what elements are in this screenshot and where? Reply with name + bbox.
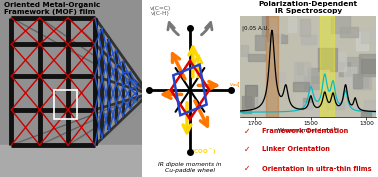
Bar: [294, 62, 310, 83]
Bar: [361, 112, 371, 120]
Text: ✓: ✓: [244, 127, 250, 136]
Bar: [288, 17, 296, 32]
Text: Linker Orientation: Linker Orientation: [262, 146, 330, 152]
Bar: [267, 72, 285, 81]
Bar: [340, 27, 358, 37]
Text: $v_{s}$(COO$^-$): $v_{s}$(COO$^-$): [186, 147, 216, 156]
Bar: [361, 59, 376, 73]
Bar: [54, 90, 76, 119]
Bar: [359, 54, 376, 76]
Bar: [267, 34, 283, 41]
Text: Polarization-Dependent
IR Spectroscopy: Polarization-Dependent IR Spectroscopy: [259, 1, 358, 14]
Bar: [353, 74, 362, 88]
Bar: [338, 52, 346, 71]
Bar: [266, 16, 278, 117]
Bar: [276, 35, 287, 43]
Bar: [326, 102, 344, 109]
Bar: [242, 96, 251, 113]
Bar: [357, 77, 368, 87]
X-axis label: Wavenumber (cm⁻¹): Wavenumber (cm⁻¹): [278, 127, 338, 133]
Bar: [304, 103, 317, 120]
Text: $v_{as}$(COO$^-$): $v_{as}$(COO$^-$): [229, 80, 262, 89]
Text: ✓: ✓: [244, 145, 250, 154]
Text: Orientation in ultra-thin films: Orientation in ultra-thin films: [262, 165, 372, 172]
Bar: [293, 82, 308, 91]
Bar: [339, 62, 350, 76]
Text: |0.05 A.U.: |0.05 A.U.: [242, 26, 269, 31]
Bar: [356, 32, 367, 50]
Bar: [302, 98, 312, 109]
Text: ✓: ✓: [244, 164, 250, 173]
Bar: [297, 63, 304, 74]
Bar: [300, 19, 310, 36]
Text: Oriented Metal-Organic
Framework (MOF) film: Oriented Metal-Organic Framework (MOF) f…: [4, 2, 101, 15]
Bar: [242, 45, 248, 56]
Bar: [320, 16, 335, 117]
Bar: [361, 29, 378, 43]
Bar: [321, 70, 329, 91]
Bar: [364, 100, 378, 115]
Bar: [262, 16, 268, 36]
Bar: [248, 54, 265, 61]
Bar: [304, 76, 319, 89]
Bar: [0, 145, 142, 177]
Bar: [296, 95, 302, 106]
Bar: [308, 68, 323, 83]
Bar: [344, 67, 356, 86]
Bar: [331, 13, 350, 33]
Bar: [255, 35, 265, 50]
Bar: [245, 85, 257, 107]
Bar: [354, 76, 371, 89]
Bar: [255, 97, 265, 111]
Text: IR dipole moments in
Cu-paddle wheel: IR dipole moments in Cu-paddle wheel: [158, 162, 222, 173]
Text: v(C=C)
v(C-H): v(C=C) v(C-H): [150, 6, 171, 16]
Bar: [346, 58, 362, 75]
Bar: [301, 35, 316, 44]
Text: Framework Orientation: Framework Orientation: [262, 128, 348, 134]
Bar: [319, 48, 337, 71]
Bar: [272, 26, 280, 44]
